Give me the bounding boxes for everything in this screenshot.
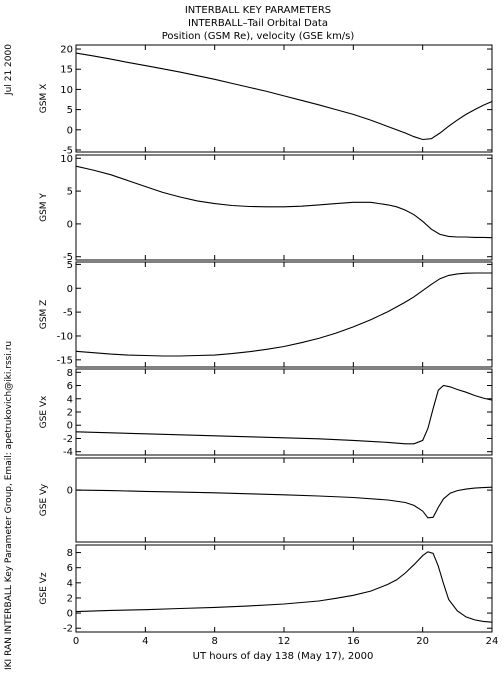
title-line-3: Position (GSM Re), velocity (GSE km/s) xyxy=(162,31,355,42)
x-tick-label: 4 xyxy=(142,636,148,647)
y-axis-label: GSE Vx xyxy=(39,395,49,428)
y-tick-label: 6 xyxy=(67,563,73,574)
panel-frame xyxy=(75,44,493,153)
y-tick-label: 8 xyxy=(67,548,73,559)
x-tick-label: 8 xyxy=(211,636,217,647)
y-tick-label: 0 xyxy=(67,609,73,620)
y-tick-label: 0 xyxy=(67,486,73,497)
y-tick-label: 10 xyxy=(60,154,73,165)
y-axis-label: GSM Y xyxy=(39,193,49,222)
y-tick-label: 5 xyxy=(67,260,73,271)
y-tick-label: -10 xyxy=(57,331,73,342)
panel-frame xyxy=(75,368,493,456)
panel-gsm-x: -5 0 5 10 15 20 GSM X xyxy=(39,44,493,156)
y-axis-label: GSM X xyxy=(39,84,49,113)
series-line xyxy=(75,384,493,445)
y-tick-label: -4 xyxy=(63,447,73,458)
y-tick-label: 0 xyxy=(67,219,73,230)
x-tick-label: 16 xyxy=(347,636,360,647)
x-tick-label: 24 xyxy=(486,636,499,647)
panel-frame xyxy=(75,261,493,368)
y-tick-label: 5 xyxy=(67,187,73,198)
title-line-1: INTERBALL KEY PARAMETERS xyxy=(185,5,331,16)
y-tick-label: -2 xyxy=(63,434,73,445)
x-tick-label: 0 xyxy=(73,636,79,647)
y-tick-label: 6 xyxy=(67,381,73,392)
panel-gsm-z: -15 -10 -5 0 5 GSM Z xyxy=(39,260,493,368)
y-tick-label: 0 xyxy=(67,421,73,432)
panel-gse-vy: 0 GSE Vy xyxy=(39,457,493,543)
series-line xyxy=(75,165,493,239)
y-tick-label: 4 xyxy=(67,578,73,589)
y-tick-label: 5 xyxy=(67,105,73,116)
y-tick-label: -5 xyxy=(63,308,73,319)
date-stamp: Jul 21 2000 xyxy=(4,44,14,96)
x-tick-label: 12 xyxy=(278,636,291,647)
y-tick-label: -5 xyxy=(63,145,73,156)
y-tick-label: 15 xyxy=(60,65,73,76)
x-axis-label: UT hours of day 138 (May 17), 2000 xyxy=(193,651,374,662)
series-line xyxy=(75,486,493,519)
series-line xyxy=(75,551,493,623)
y-tick-label: 0 xyxy=(67,125,73,136)
panel-frame xyxy=(75,457,493,543)
series-line xyxy=(75,272,492,357)
y-tick-label: 20 xyxy=(60,45,73,56)
panel-gsm-y: -5 0 5 10 GSM Y xyxy=(39,154,493,263)
series-line xyxy=(75,52,493,141)
panel-gse-vx: -4 -2 0 2 4 6 8 GSE Vx xyxy=(39,368,493,458)
y-axis-label: GSE Vy xyxy=(39,483,49,516)
panel-frame xyxy=(75,544,493,633)
title-line-2: INTERBALL–Tail Orbital Data xyxy=(188,18,328,29)
credit-line: IKI RAN INTERBALL Key Parameter Group, E… xyxy=(4,341,14,670)
y-tick-label: 2 xyxy=(67,408,73,419)
y-tick-label: 8 xyxy=(67,368,73,379)
x-tick-label: 20 xyxy=(416,636,429,647)
y-tick-label: 10 xyxy=(60,85,73,96)
y-axis-label: GSE Vz xyxy=(39,572,49,604)
panel-frame xyxy=(75,154,493,261)
y-tick-label: 2 xyxy=(67,593,73,604)
y-tick-label: 0 xyxy=(67,284,73,295)
y-tick-label: -15 xyxy=(57,355,73,366)
y-axis-label: GSM Z xyxy=(39,300,49,329)
y-tick-label: -2 xyxy=(63,624,73,635)
y-tick-label: -5 xyxy=(63,252,73,263)
y-tick-label: 4 xyxy=(67,394,73,405)
